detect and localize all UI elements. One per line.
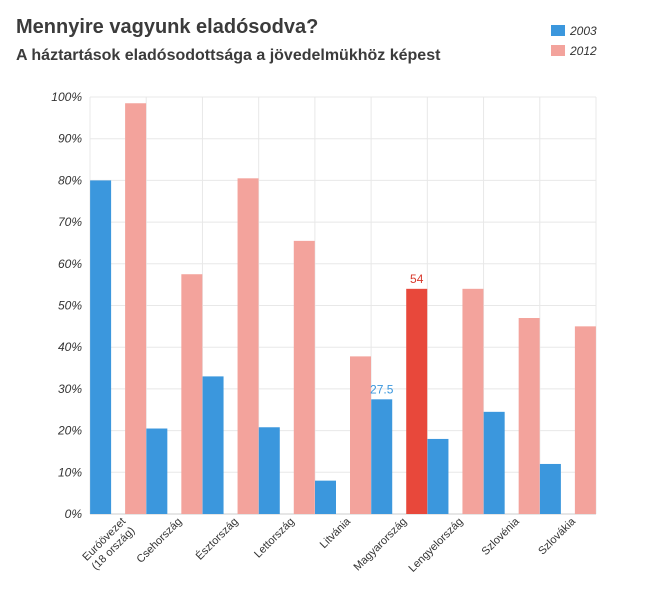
y-tick-label: 70% [58,215,82,229]
legend-label-2003: 2003 [569,24,597,38]
category-label-line: Észtország [193,515,241,563]
category-label: Szlovénia [480,515,523,558]
data-label: 54 [410,272,424,286]
category-label-line: Szlovákia [536,515,578,557]
data-labels: 27.5 54 [370,272,424,397]
bar-2003 [483,411,505,514]
category-label: Litvánia [318,515,354,551]
category-label-line: Csehország [134,516,184,566]
bar-2012 [518,318,540,514]
category-label-line: Litvánia [318,515,354,551]
bar-2012 [406,288,428,514]
bar-2003 [258,427,280,514]
category-label-line: Szlovénia [480,515,523,558]
category-label: Lettország [252,516,297,561]
y-tick-label: 60% [58,257,82,271]
category-label: Euróövezet(18 ország) [80,516,137,573]
bar-2003 [427,438,449,514]
bar-2003 [315,480,336,514]
bar-2012 [237,178,259,514]
bar-2012 [574,326,596,514]
y-tick-label: 90% [58,132,82,146]
bars [90,103,596,515]
grid [89,96,597,515]
category-label: Szlovákia [536,515,578,557]
category-label: Csehország [134,516,184,566]
y-tick-label: 0% [65,507,83,521]
bar-2012 [462,288,484,514]
bar-2012 [293,240,315,515]
legend-swatch-2012 [551,45,565,56]
data-label: 27.5 [370,382,394,396]
bar-2003 [539,463,561,514]
bar-2003 [371,399,393,514]
category-label-line: Magyarország [352,516,410,574]
bar-2012 [125,103,147,514]
y-tick-label: 50% [58,299,82,313]
legend-label-2012: 2012 [569,44,597,58]
chart-subtitle: A háztartások eladósodottsága a jövedelm… [16,47,441,64]
bar-2003 [202,376,224,514]
legend: 2003 2012 [551,24,597,58]
y-axis-ticks: 0% 10% 20% 30% 40% 50% 60% 70% 80% 90% 100% [51,90,82,521]
bar-2003 [90,180,112,514]
y-tick-label: 20% [57,424,82,438]
category-label-line: Lengyelország [406,516,465,575]
category-label: Magyarország [352,516,410,574]
bar-2012 [350,356,371,514]
y-tick-label: 30% [58,382,82,396]
legend-swatch-2003 [551,25,565,36]
category-label: Lengyelország [406,516,465,575]
chart-title: Mennyire vagyunk eladósodva? [16,16,318,38]
y-tick-label: 100% [51,90,82,104]
y-tick-label: 80% [58,173,82,187]
y-tick-label: 40% [58,340,82,354]
category-label: Észtország [193,515,241,563]
bar-2012 [181,274,203,514]
category-label-line: Lettország [252,516,297,561]
x-axis-categories: Euróövezet(18 ország)Csehország Észtorszá… [80,515,578,575]
y-tick-label: 10% [58,465,82,479]
bar-2003 [146,428,168,514]
